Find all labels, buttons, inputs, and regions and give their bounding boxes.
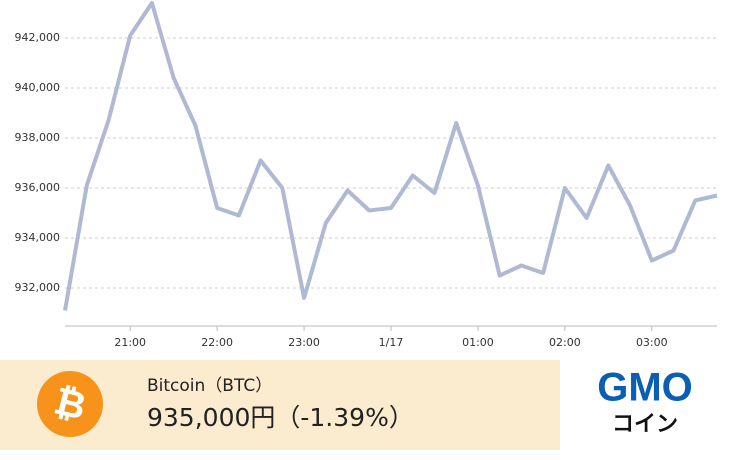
x-tick-label: 1/17 — [379, 336, 404, 349]
x-tick-label: 21:00 — [114, 336, 146, 349]
x-tick-label: 02:00 — [549, 336, 581, 349]
y-tick-label: 942,000 — [15, 31, 61, 44]
coin-name: Bitcoin（BTC） — [147, 376, 272, 396]
y-tick-label: 940,000 — [15, 81, 61, 94]
logo: GMO — [597, 366, 693, 410]
x-tick-label: 03:00 — [636, 336, 668, 349]
price-line — [63, 1, 718, 311]
x-tick-label: 01:00 — [462, 336, 494, 349]
logo-sub: コイン — [612, 412, 678, 437]
y-tick-label: 934,000 — [15, 231, 61, 244]
x-tick-label: 23:00 — [288, 336, 320, 349]
x-tick-label: 22:00 — [201, 336, 233, 349]
bitcoin-icon — [37, 371, 103, 437]
y-tick-label: 932,000 — [15, 281, 61, 294]
y-tick-label: 936,000 — [15, 181, 61, 194]
coin-price: 935,000円（-1.39%） — [147, 403, 414, 432]
y-tick-label: 938,000 — [15, 131, 61, 144]
